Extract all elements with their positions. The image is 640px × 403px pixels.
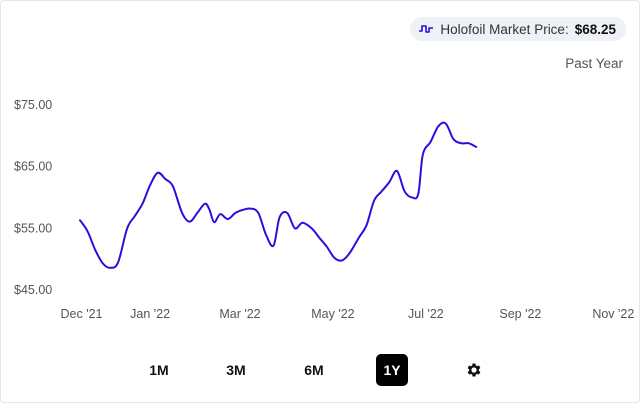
y-tick-label: $65.00 xyxy=(14,160,52,174)
x-tick-label: Sep '22 xyxy=(499,307,541,321)
x-tick-label: Dec '21 xyxy=(61,307,103,321)
range-selector: 1M 3M 6M 1Y xyxy=(0,354,640,386)
range-button-1y[interactable]: 1Y xyxy=(376,354,408,386)
range-button-3m[interactable]: 3M xyxy=(226,362,246,378)
range-button-1m[interactable]: 1M xyxy=(149,362,169,378)
x-tick-label: Nov '22 xyxy=(592,307,634,321)
x-tick-label: Mar '22 xyxy=(219,307,260,321)
x-tick-label: Jan '22 xyxy=(130,307,170,321)
y-tick-label: $75.00 xyxy=(14,98,52,112)
market-price-value: $68.25 xyxy=(574,21,616,37)
range-button-6m[interactable]: 6M xyxy=(304,362,324,378)
market-price-label: Holofoil Market Price: xyxy=(440,21,569,37)
x-tick-label: May '22 xyxy=(311,307,354,321)
gear-icon[interactable] xyxy=(465,361,483,379)
price-series-line xyxy=(79,121,478,269)
y-tick-label: $55.00 xyxy=(14,221,52,235)
price-trend-icon xyxy=(419,25,434,33)
x-tick-label: Jul '22 xyxy=(408,307,444,321)
market-price-badge: Holofoil Market Price: $68.25 xyxy=(410,17,626,41)
time-range-label: Past Year xyxy=(565,56,623,71)
y-tick-label: $45.00 xyxy=(14,283,52,297)
